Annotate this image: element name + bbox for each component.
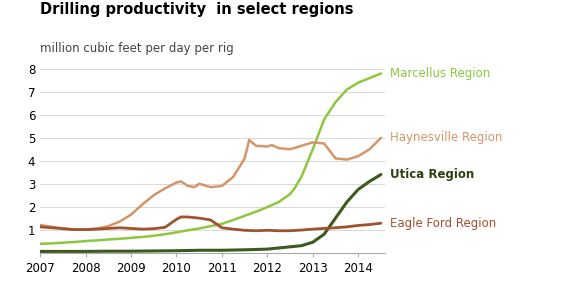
Text: Marcellus Region: Marcellus Region xyxy=(390,67,491,80)
Text: Utica Region: Utica Region xyxy=(390,168,475,181)
Text: Eagle Ford Region: Eagle Ford Region xyxy=(390,217,497,230)
Text: Haynesville Region: Haynesville Region xyxy=(390,131,503,144)
Text: Drilling productivity  in select regions: Drilling productivity in select regions xyxy=(40,2,354,17)
Text: million cubic feet per day per rig: million cubic feet per day per rig xyxy=(40,42,234,55)
